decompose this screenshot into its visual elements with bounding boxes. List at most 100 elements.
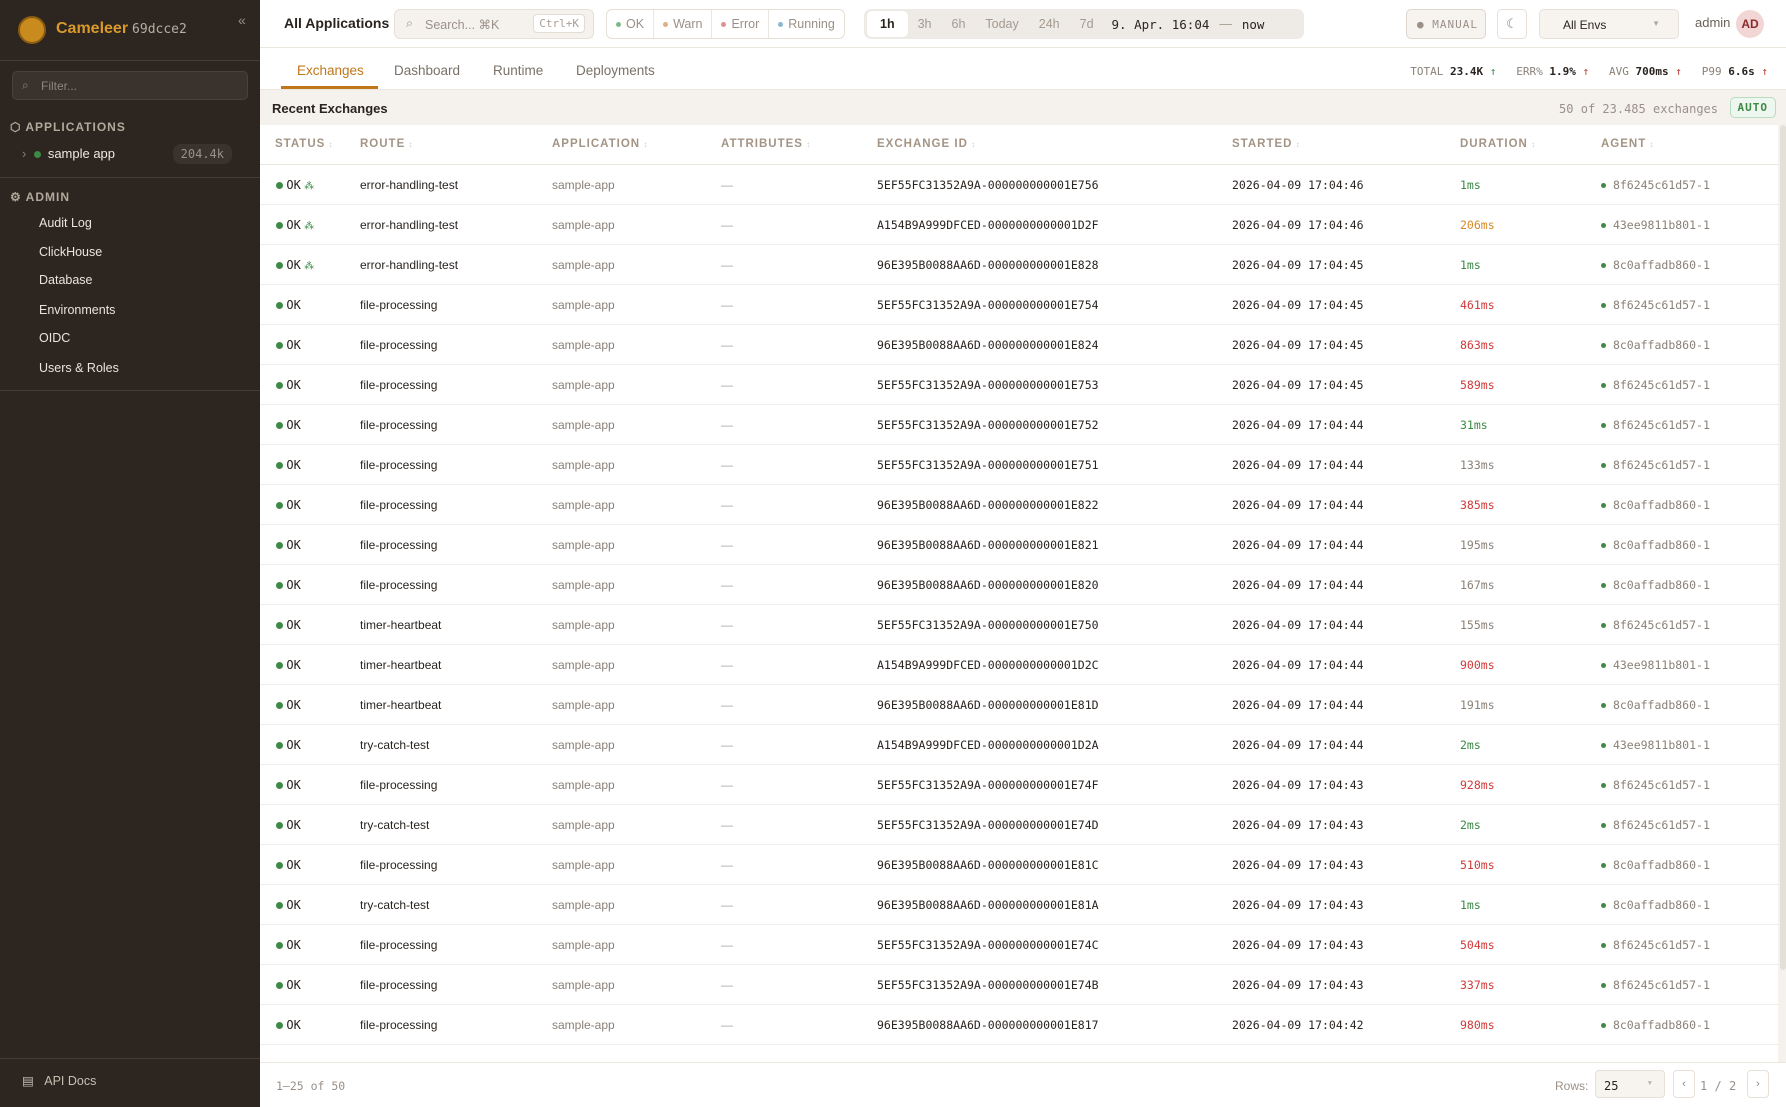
manual-refresh-button[interactable]: ● MANUAL — [1406, 9, 1486, 39]
range-end[interactable]: now — [1241, 16, 1265, 32]
col-agent[interactable]: AGENT — [1601, 138, 1654, 150]
arrow-up-icon: ↑ — [1761, 65, 1768, 78]
tab-dashboard[interactable]: Dashboard — [394, 63, 461, 78]
range-6h[interactable]: 6h — [951, 17, 966, 31]
sidebar-item-clickhouse[interactable]: ClickHouse — [39, 245, 103, 259]
table-row[interactable]: OK file-processing sample-app — 5EF55FC3… — [260, 285, 1778, 325]
range-1h[interactable]: 1h — [867, 11, 908, 37]
table-row[interactable]: OK timer-heartbeat sample-app — A154B9A9… — [260, 645, 1778, 685]
col-application[interactable]: APPLICATION — [552, 138, 648, 150]
filter-input[interactable]: ⌕ Filter... — [12, 71, 248, 100]
table-row[interactable]: OK file-processing sample-app — 96E395B0… — [260, 1005, 1778, 1045]
col-started[interactable]: STARTED — [1232, 138, 1301, 150]
exchange-id[interactable]: 5EF55FC31352A9A-000000000001E752 — [877, 418, 1099, 432]
rows-per-page-select[interactable]: 25 ▼ — [1595, 1070, 1665, 1098]
exchange-id[interactable]: A154B9A999DFCED-0000000000001D2A — [877, 738, 1099, 752]
next-page-button[interactable]: › — [1747, 1070, 1769, 1098]
table-row[interactable]: OK timer-heartbeat sample-app — 5EF55FC3… — [260, 605, 1778, 645]
api-docs-link[interactable]: ▤ API Docs — [22, 1073, 96, 1088]
environment-select[interactable]: All Envs ▼ — [1539, 9, 1679, 39]
auto-refresh-badge[interactable]: AUTO — [1729, 97, 1776, 118]
theme-toggle-moon-icon[interactable]: ☾ — [1497, 9, 1527, 39]
exchange-id[interactable]: 5EF55FC31352A9A-000000000001E756 — [877, 178, 1099, 192]
col-exchange-id[interactable]: EXCHANGE ID — [877, 138, 976, 150]
col-route[interactable]: ROUTE — [360, 138, 413, 150]
range-today[interactable]: Today — [985, 17, 1019, 31]
col-status[interactable]: STATUS — [275, 138, 334, 150]
exchange-id[interactable]: 96E395B0088AA6D-000000000001E821 — [877, 538, 1099, 552]
range-7d[interactable]: 7d — [1079, 17, 1094, 31]
exchange-id[interactable]: 96E395B0088AA6D-000000000001E817 — [877, 1018, 1099, 1032]
table-row[interactable]: OK ⁂ error-handling-test sample-app — 5E… — [260, 165, 1778, 205]
exchange-id[interactable]: 5EF55FC31352A9A-000000000001E74C — [877, 938, 1099, 952]
sidebar-item-database[interactable]: Database — [39, 273, 93, 287]
tab-runtime[interactable]: Runtime — [493, 63, 544, 78]
exchange-id[interactable]: 96E395B0088AA6D-000000000001E820 — [877, 578, 1099, 592]
exchange-id[interactable]: A154B9A999DFCED-0000000000001D2C — [877, 658, 1099, 672]
status-dot — [276, 342, 283, 350]
sidebar-item-oidc[interactable]: OIDC — [39, 331, 71, 345]
table-row[interactable]: OK file-processing sample-app — 96E395B0… — [260, 525, 1778, 565]
table-row[interactable]: OK file-processing sample-app — 5EF55FC3… — [260, 965, 1778, 1005]
prev-page-button[interactable]: ‹ — [1673, 1070, 1695, 1098]
exchange-id[interactable]: 5EF55FC31352A9A-000000000001E754 — [877, 298, 1099, 312]
filter-placeholder: Filter... — [41, 79, 78, 93]
status-filter-running[interactable]: Running — [769, 10, 844, 38]
route: error-handling-test — [360, 218, 459, 232]
range-start[interactable]: 9. Apr. 16:04 — [1111, 16, 1210, 32]
table-row[interactable]: OK ⁂ error-handling-test sample-app — 96… — [260, 245, 1778, 285]
tab-exchanges[interactable]: Exchanges — [297, 63, 364, 78]
exchange-id[interactable]: 96E395B0088AA6D-000000000001E824 — [877, 338, 1099, 352]
tab-deployments[interactable]: Deployments — [576, 63, 655, 78]
started: 2026-04-09 17:04:43 — [1232, 858, 1364, 872]
table-row[interactable]: OK file-processing sample-app — 96E395B0… — [260, 485, 1778, 525]
table-row[interactable]: OK file-processing sample-app — 5EF55FC3… — [260, 925, 1778, 965]
sidebar-item-environments[interactable]: Environments — [39, 303, 116, 317]
exchange-id[interactable]: 96E395B0088AA6D-000000000001E81D — [877, 698, 1099, 712]
sidebar-item-users-roles[interactable]: Users & Roles — [39, 361, 119, 375]
user-name[interactable]: admin — [1695, 15, 1731, 30]
exchange-id[interactable]: 5EF55FC31352A9A-000000000001E74B — [877, 978, 1099, 992]
table-row[interactable]: OK ⁂ error-handling-test sample-app — A1… — [260, 205, 1778, 245]
range-3h[interactable]: 3h — [917, 17, 932, 31]
table-row[interactable]: OK file-processing sample-app — 5EF55FC3… — [260, 445, 1778, 485]
agent-status-dot — [1601, 903, 1606, 908]
exchange-id[interactable]: 96E395B0088AA6D-000000000001E822 — [877, 498, 1099, 512]
sidebar-item-audit-log[interactable]: Audit Log — [39, 216, 92, 230]
exchange-id[interactable]: 96E395B0088AA6D-000000000001E81A — [877, 898, 1099, 912]
table-row[interactable]: OK file-processing sample-app — 5EF55FC3… — [260, 365, 1778, 405]
search-input[interactable]: ⌕ Search... ⌘K Ctrl+K — [394, 9, 594, 39]
attributes: — — [721, 578, 733, 592]
status-filter-error[interactable]: Error — [712, 10, 770, 38]
exchange-id[interactable]: 5EF55FC31352A9A-000000000001E751 — [877, 458, 1099, 472]
scrollbar[interactable] — [1780, 125, 1786, 970]
warn-dot — [663, 22, 669, 28]
table-row[interactable]: OK try-catch-test sample-app — 96E395B00… — [260, 885, 1778, 925]
table-row[interactable]: OK file-processing sample-app — 96E395B0… — [260, 565, 1778, 605]
exchange-id[interactable]: 96E395B0088AA6D-000000000001E828 — [877, 258, 1099, 272]
table-row[interactable]: OK timer-heartbeat sample-app — 96E395B0… — [260, 685, 1778, 725]
col-attributes[interactable]: ATTRIBUTES — [721, 138, 811, 150]
range-24h[interactable]: 24h — [1038, 17, 1060, 31]
kpi-err-label: ERR% — [1516, 65, 1543, 78]
exchange-id[interactable]: 5EF55FC31352A9A-000000000001E750 — [877, 618, 1099, 632]
table-row[interactable]: OK try-catch-test sample-app — A154B9A99… — [260, 725, 1778, 765]
status-filter-ok[interactable]: OK — [607, 10, 655, 38]
table-row[interactable]: OK file-processing sample-app — 96E395B0… — [260, 845, 1778, 885]
rows-value: 25 — [1604, 1079, 1619, 1093]
exchange-id[interactable]: A154B9A999DFCED-0000000000001D2F — [877, 218, 1099, 232]
collapse-sidebar-icon[interactable]: « — [238, 12, 246, 28]
avatar[interactable]: AD — [1736, 10, 1764, 38]
table-row[interactable]: OK try-catch-test sample-app — 5EF55FC31… — [260, 805, 1778, 845]
table-row[interactable]: OK file-processing sample-app — 5EF55FC3… — [260, 765, 1778, 805]
status-filter-warn[interactable]: Warn — [654, 10, 713, 38]
exchange-id[interactable]: 5EF55FC31352A9A-000000000001E74F — [877, 778, 1099, 792]
col-duration[interactable]: DURATION — [1460, 138, 1536, 150]
exchange-id[interactable]: 5EF55FC31352A9A-000000000001E753 — [877, 378, 1099, 392]
exchange-id[interactable]: 96E395B0088AA6D-000000000001E81C — [877, 858, 1099, 872]
table-row[interactable]: OK file-processing sample-app — 5EF55FC3… — [260, 405, 1778, 445]
sidebar-app-sample-app[interactable]: › sample app 204.4k — [22, 144, 232, 166]
kpi-strip: TOTAL 23.4K ↑ ERR% 1.9% ↑ AVG 700ms ↑ P9… — [1410, 65, 1768, 78]
exchange-id[interactable]: 5EF55FC31352A9A-000000000001E74D — [877, 818, 1099, 832]
table-row[interactable]: OK file-processing sample-app — 96E395B0… — [260, 325, 1778, 365]
